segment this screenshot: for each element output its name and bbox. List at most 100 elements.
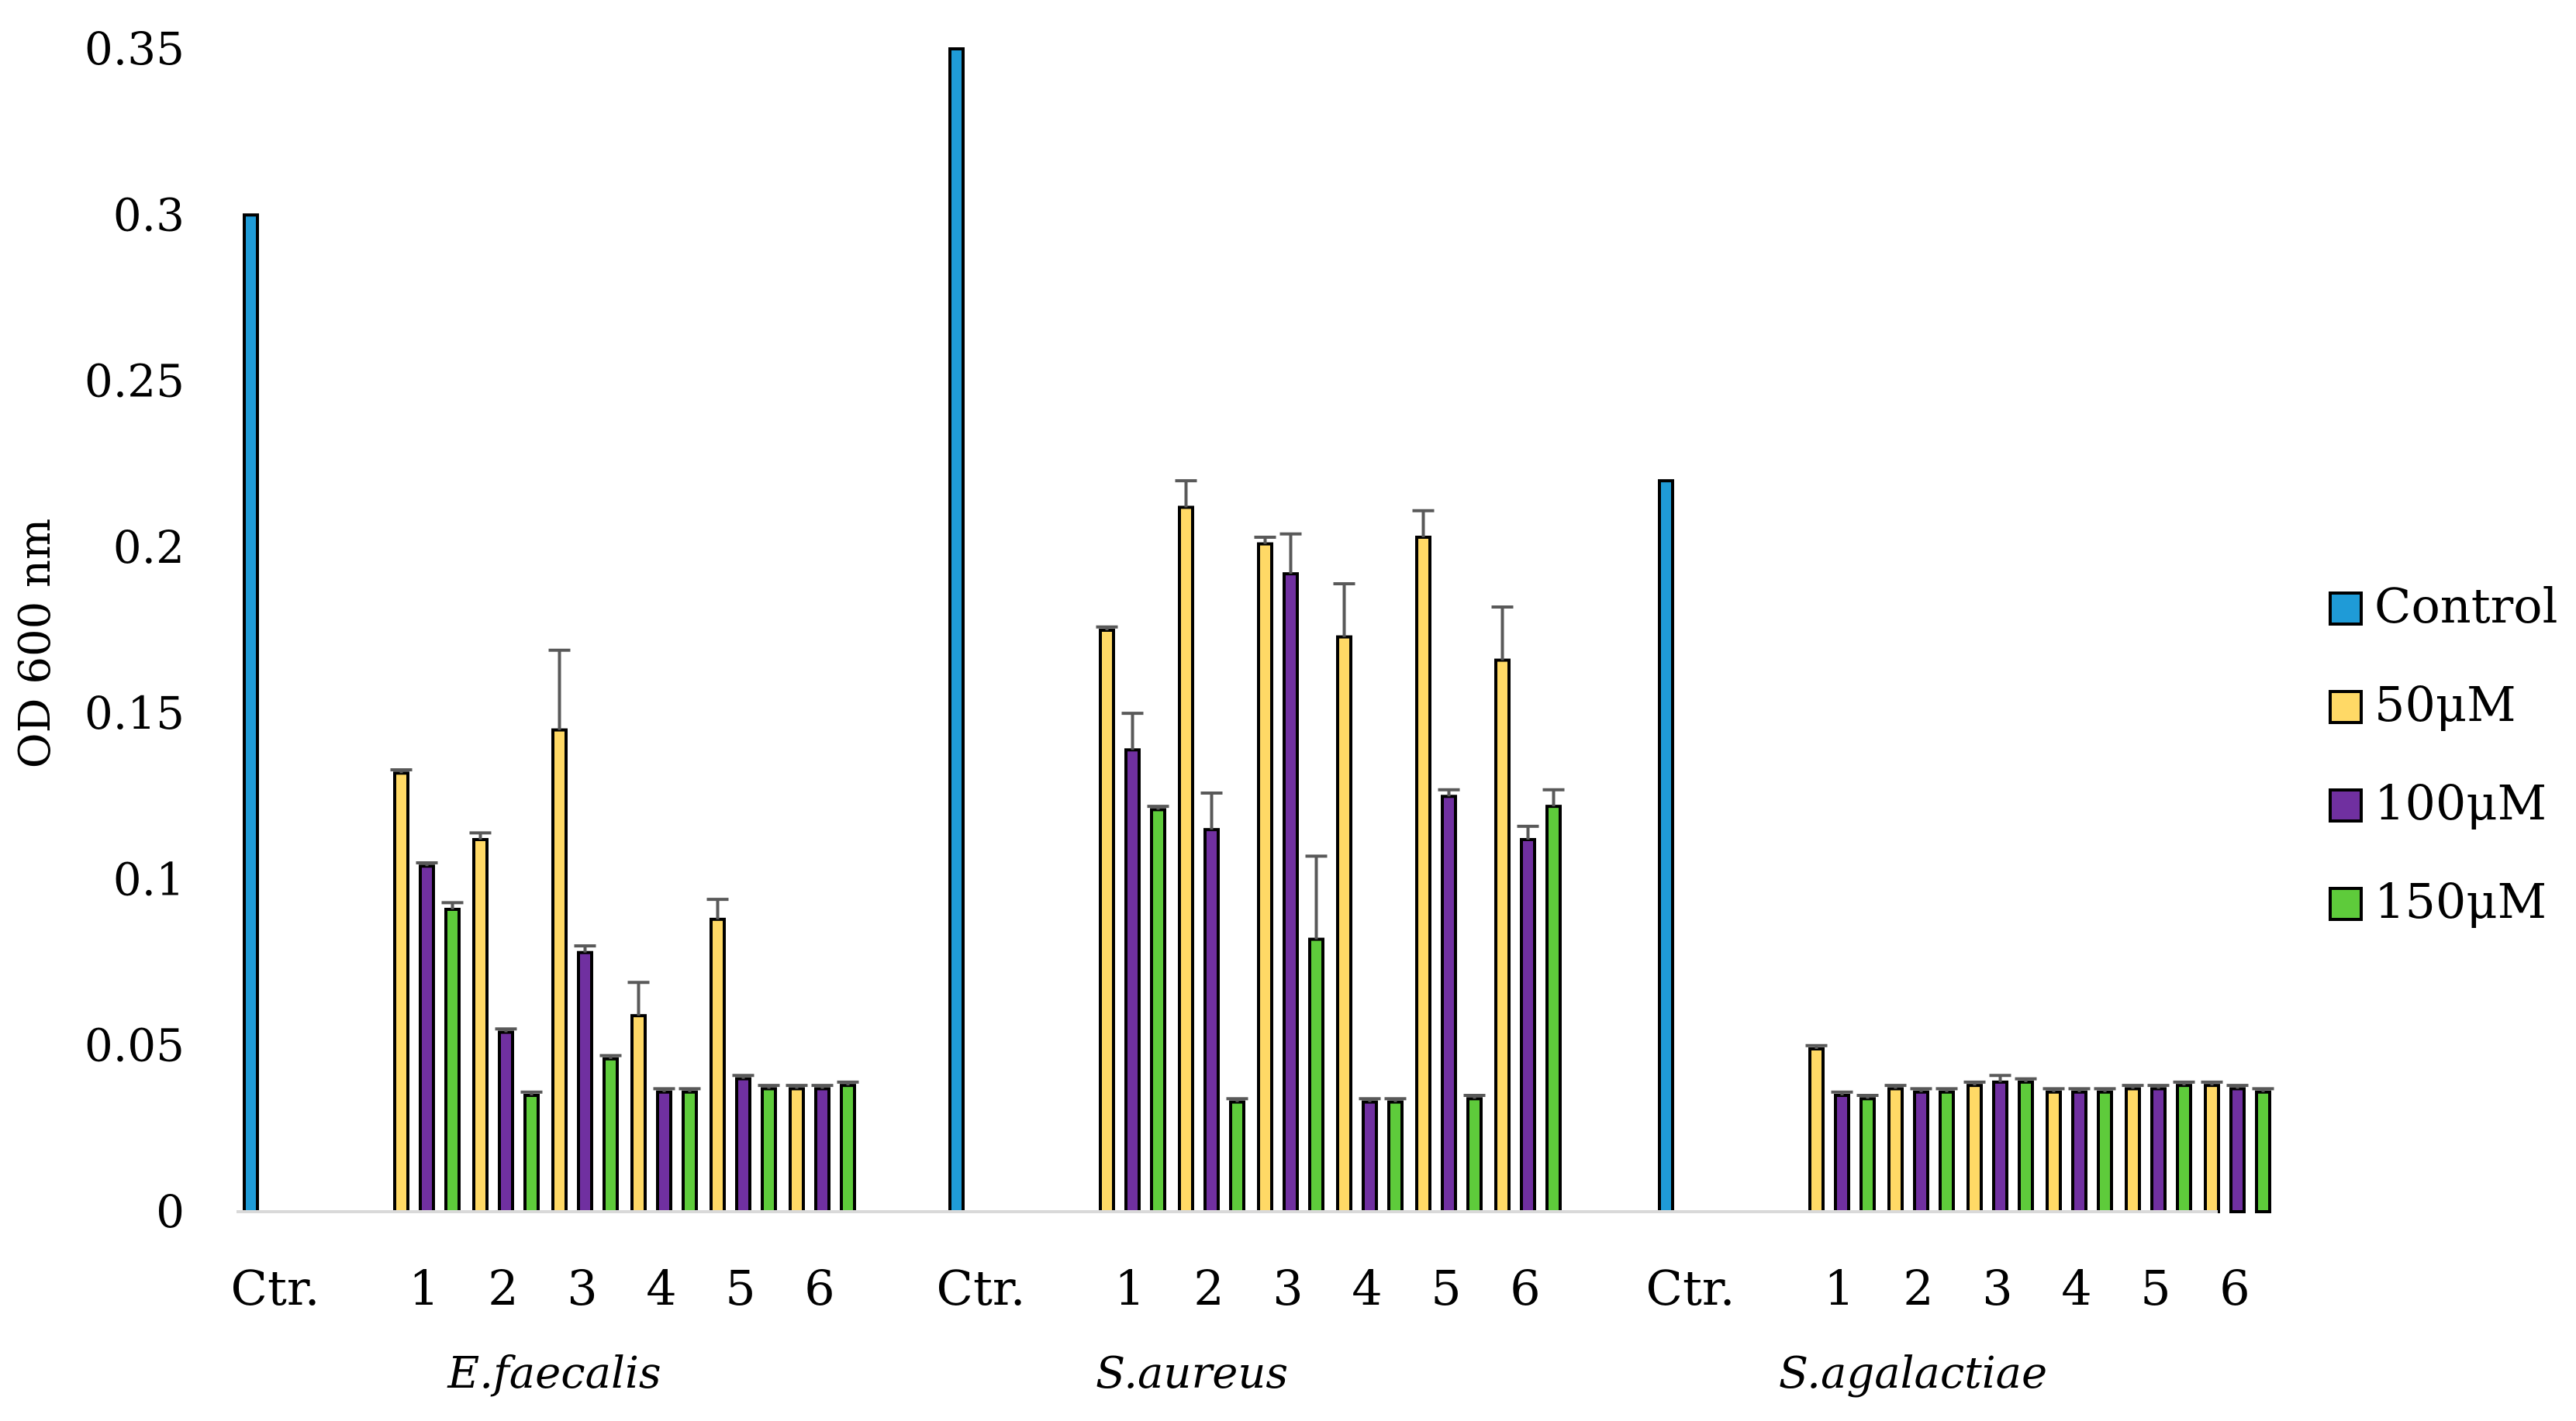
bar-100uM	[1520, 838, 1536, 1213]
bars	[243, 47, 2271, 1214]
x-tick-label: Ctr.	[1646, 1260, 1735, 1316]
x-tick-label: 6	[2219, 1260, 2250, 1316]
bar-50uM	[789, 1087, 805, 1214]
x-tick-label: 3	[1982, 1260, 2012, 1316]
x-tick-label: 3	[567, 1260, 597, 1316]
bar-150uM	[444, 908, 461, 1213]
bar-50uM	[2125, 1087, 2141, 1214]
bar-150uM	[2255, 1090, 2271, 1213]
y-tick-label: 0.15	[85, 687, 185, 740]
y-tick-label: 0.05	[85, 1019, 185, 1072]
bar-150uM	[1308, 937, 1324, 1213]
bar-50uM	[472, 838, 489, 1213]
bar-150uM	[1939, 1090, 1955, 1213]
bar-150uM	[1387, 1100, 1404, 1213]
bar-100uM	[419, 864, 435, 1214]
bar-150uM	[2018, 1080, 2034, 1214]
bar-control	[243, 213, 259, 1213]
x-tick-label: 5	[1431, 1260, 1461, 1316]
bar-150uM	[1150, 808, 1166, 1213]
bar-50uM	[1178, 505, 1194, 1213]
bar-control	[948, 47, 965, 1213]
bar-50uM	[551, 728, 568, 1213]
legend: Control 50μM 100μM 150μM	[2329, 578, 2557, 930]
bar-150uM	[682, 1090, 698, 1213]
bar-50uM	[710, 917, 726, 1214]
bar-50uM	[1099, 629, 1115, 1213]
y-axis-label: OD 600 nm	[10, 519, 60, 768]
bar-100uM	[577, 950, 593, 1213]
x-tick-label: 6	[804, 1260, 834, 1316]
bar-100uM	[1834, 1094, 1850, 1213]
legend-swatch	[2329, 592, 2363, 626]
bar-150uM	[523, 1094, 540, 1213]
category-labels: Ctr. 1 2 3 4 5 6 Ctr. 1 2 3 4 5 6 Ctr. 1 2 3 4 5 6	[231, 1260, 2250, 1316]
bar-100uM	[1203, 828, 1220, 1213]
x-tick-label: 4	[646, 1260, 676, 1316]
group-labels: E.faecalis S.aureus S.agalactiae	[447, 1348, 2047, 1399]
bar-control	[1658, 479, 1674, 1213]
bar-100uM	[2229, 1087, 2246, 1214]
bar-150uM	[1229, 1100, 1245, 1213]
bar-100uM	[1441, 795, 1457, 1214]
x-tick-label: 1	[1824, 1260, 1854, 1316]
bar-50uM	[1808, 1047, 1825, 1213]
bar-100uM	[1913, 1090, 1929, 1213]
bar-50uM	[2046, 1090, 2062, 1213]
x-tick-label: 1	[409, 1260, 439, 1316]
y-tick-label: 0	[156, 1185, 185, 1238]
bar-100uM	[656, 1090, 672, 1213]
bar-100uM	[1992, 1080, 2008, 1214]
x-tick-label: 2	[1903, 1260, 1933, 1316]
bar-150uM	[840, 1084, 856, 1213]
legend-label: Control	[2374, 578, 2557, 634]
bar-50uM	[630, 1014, 647, 1213]
legend-label: 50μM	[2374, 676, 2516, 733]
y-axis-ticks: 0 0.05 0.1 0.15 0.2 0.25 0.3 0.35	[85, 22, 185, 1238]
bar-50uM	[1257, 542, 1273, 1213]
bar-150uM	[1859, 1097, 1876, 1214]
bar-150uM	[2176, 1084, 2192, 1213]
x-tick-label: 5	[725, 1260, 755, 1316]
x-tick-label: 2	[488, 1260, 518, 1316]
y-tick-label: 0.3	[113, 188, 185, 241]
bar-150uM	[761, 1087, 777, 1214]
x-tick-label: 3	[1272, 1260, 1303, 1316]
legend-swatch	[2329, 788, 2363, 823]
bar-50uM	[1967, 1084, 1983, 1213]
bar-150uM	[2097, 1090, 2113, 1213]
bar-150uM	[1545, 805, 1562, 1213]
x-tick-label: Ctr.	[231, 1260, 320, 1316]
legend-label: 100μM	[2374, 774, 2547, 831]
error-bars	[390, 479, 2274, 1102]
bar-100uM	[735, 1077, 751, 1213]
y-tick-label: 0.25	[85, 355, 185, 408]
bar-50uM	[2204, 1084, 2220, 1213]
x-tick-label: 6	[1510, 1260, 1540, 1316]
x-tick-label: 1	[1114, 1260, 1145, 1316]
bar-50uM	[1415, 536, 1431, 1213]
bar-100uM	[1362, 1100, 1378, 1213]
group-label: S.aureus	[1096, 1348, 1288, 1399]
legend-swatch	[2329, 690, 2363, 724]
bar-50uM	[1887, 1087, 1904, 1214]
bar-100uM	[1283, 572, 1299, 1213]
bar-150uM	[603, 1057, 619, 1214]
bar-100uM	[2150, 1087, 2167, 1214]
bar-100uM	[498, 1030, 514, 1213]
bar-50uM	[1494, 658, 1511, 1213]
bar-150uM	[1466, 1097, 1483, 1214]
y-tick-label: 0.2	[113, 521, 185, 574]
legend-swatch	[2329, 887, 2363, 921]
bar-100uM	[814, 1087, 830, 1214]
group-label: S.agalactiae	[1779, 1348, 2047, 1399]
legend-label: 150μM	[2374, 873, 2547, 930]
y-tick-label: 0.35	[85, 22, 185, 75]
x-tick-label: 4	[1352, 1260, 1382, 1316]
y-tick-label: 0.1	[113, 853, 185, 905]
bar-100uM	[1124, 748, 1141, 1213]
bar-100uM	[2071, 1090, 2087, 1213]
x-tick-label: 5	[2140, 1260, 2170, 1316]
x-tick-label: Ctr.	[937, 1260, 1026, 1316]
